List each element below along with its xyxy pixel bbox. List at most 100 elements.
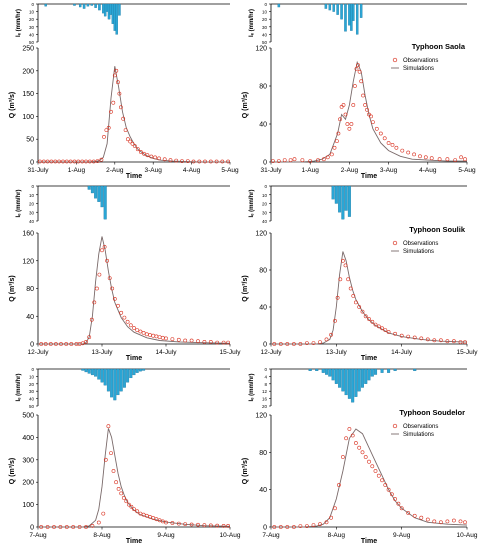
x-tick-label: 7-Aug: [29, 532, 47, 539]
rain-tick-label: 40: [29, 219, 35, 224]
observed-point: [325, 155, 330, 160]
observed-point: [357, 305, 362, 309]
rain-bar: [338, 185, 342, 213]
observed-point: [386, 141, 391, 145]
panel-title: Typhoon Soudelor: [399, 408, 465, 417]
rain-bar: [321, 368, 325, 373]
rain-bar: [142, 368, 146, 371]
observed-point: [135, 509, 140, 514]
observed-point: [321, 157, 326, 162]
observed-point: [346, 277, 351, 282]
x-tick-label: 13-July: [92, 349, 114, 356]
observed-point: [400, 148, 405, 153]
rain-tick-label: 50: [262, 40, 268, 45]
observed-point: [144, 332, 149, 337]
observed-point: [215, 523, 220, 528]
observed-point: [64, 159, 69, 164]
observed-point: [334, 139, 339, 144]
observed-point: [425, 517, 430, 522]
rain-tick-label: 50: [29, 40, 35, 45]
observed-point: [353, 300, 358, 305]
observed-point: [351, 293, 356, 298]
observed-point: [151, 333, 156, 338]
observed-point: [111, 100, 116, 105]
observed-point: [117, 91, 122, 96]
observed-point: [376, 473, 381, 478]
observed-point: [451, 518, 456, 523]
q-tick-label: 80: [259, 268, 267, 275]
panel-title: Typhoon Soulik: [409, 225, 466, 234]
observed-point: [345, 122, 350, 126]
q-axis-label: Q (m³/s): [9, 275, 16, 301]
rain-bar: [81, 368, 85, 371]
rain-axis-label: Iₑ (mm/hr): [249, 9, 255, 37]
observed-point: [106, 125, 111, 130]
observed-point: [144, 513, 149, 518]
observed-point: [58, 525, 63, 529]
observed-point: [399, 506, 404, 511]
observed-point: [183, 338, 188, 343]
x-tick-label: 4-Aug: [183, 167, 201, 174]
observed-point: [272, 525, 277, 529]
observed-point: [121, 116, 126, 121]
observed-point: [145, 153, 150, 158]
q-tick-label: 200: [22, 68, 34, 75]
observed-point: [445, 157, 450, 162]
observed-point: [64, 342, 69, 346]
observed-point: [99, 157, 104, 162]
rain-bar: [334, 185, 338, 204]
rain-tick-label: 30: [29, 25, 35, 30]
observed-point: [185, 159, 190, 164]
observed-point: [343, 263, 348, 268]
rain-bar: [82, 3, 86, 9]
observed-point: [282, 158, 287, 163]
rain-bar: [341, 368, 345, 392]
x-tick-label: 14-July: [391, 349, 413, 356]
observed-point: [45, 525, 50, 529]
panel-soudelor-2: 0 4 8 12 16 20 Iₑ (mm/hr) 0 40 80 120 Q (m³/s) 7-Aug…: [242, 367, 478, 545]
observed-point: [162, 157, 167, 162]
observed-point: [458, 340, 463, 345]
panel-soulik-1: 0 10 20 30 40 Iₑ (mm/hr) 0 40 80 120 160 Q (m³/s) 12…: [9, 184, 241, 362]
observed-point: [123, 128, 128, 133]
rain-bar: [138, 368, 142, 372]
observed-point: [142, 151, 146, 156]
rain-tick-label: 20: [262, 17, 268, 22]
observed-point: [164, 520, 168, 525]
x-axis-label: Time: [126, 355, 142, 362]
observed-point: [157, 518, 162, 523]
observed-point: [160, 335, 165, 340]
rain-bar: [122, 368, 126, 388]
observed-point: [353, 441, 358, 445]
observed-point: [221, 340, 226, 345]
observed-point: [291, 342, 296, 346]
observed-point: [333, 506, 337, 511]
x-tick-label: 8-Aug: [328, 532, 346, 539]
observed-point: [154, 517, 159, 522]
legend-simulated-label: Simulations: [403, 432, 434, 438]
panel-saola-2: 0 10 20 30 40 50 Iₑ (mm/hr) 0 40 80 120 Q (m³/s) 31-…: [242, 2, 476, 180]
x-tick-label: 7-Aug: [262, 532, 280, 539]
observed-point: [304, 524, 309, 529]
rain-bar: [413, 368, 417, 372]
observed-point: [160, 519, 165, 524]
rain-tick-label: 40: [262, 219, 268, 224]
observed-point: [183, 522, 188, 527]
observed-point: [141, 330, 146, 335]
x-axis-label: Time: [126, 538, 142, 545]
rain-bar: [118, 3, 121, 16]
observed-point: [370, 120, 375, 125]
observed-point: [285, 525, 290, 529]
rain-bar: [334, 368, 338, 384]
q-tick-label: 0: [263, 160, 267, 167]
rain-axis-label: Iₑ (mm/hr): [16, 374, 22, 402]
observed-point: [95, 286, 99, 291]
observed-point: [132, 326, 136, 330]
q-tick-label: 40: [259, 305, 267, 312]
observed-point: [189, 522, 194, 527]
observed-point: [329, 332, 334, 337]
observed-point: [149, 154, 154, 159]
observed-point: [396, 501, 401, 506]
